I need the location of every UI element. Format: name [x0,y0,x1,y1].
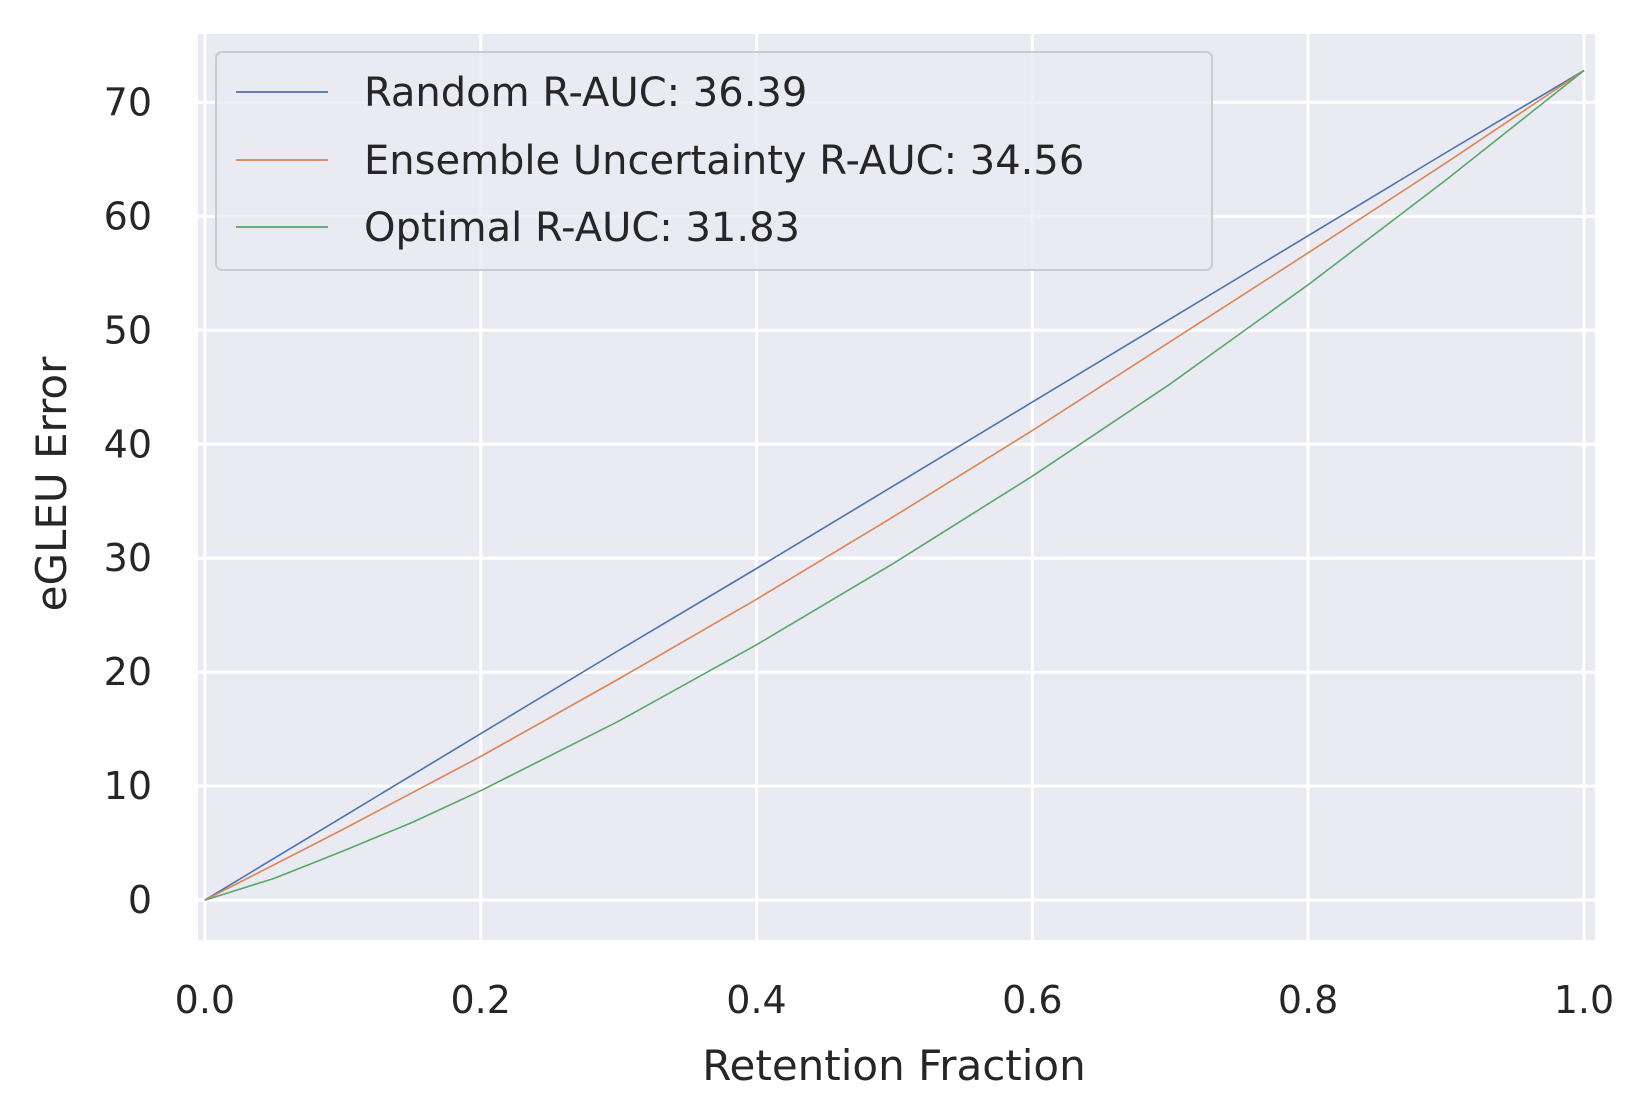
x-axis-title: Retention Fraction [702,1041,1086,1090]
y-tick-label: 30 [104,536,152,580]
x-tick-label: 1.0 [1554,978,1614,1022]
series-lines [204,69,1585,901]
y-tick-label: 50 [104,308,152,352]
x-tick-label: 0.0 [175,978,235,1022]
y-tick-labels: 0 10 20 30 40 50 60 70 [104,80,152,922]
y-axis-title: eGLEU Error [27,356,76,612]
y-tick-label: 60 [104,194,152,238]
y-tick-label: 40 [104,422,152,466]
y-tick-label: 20 [104,650,152,694]
legend-label-random: Random R-AUC: 36.39 [364,70,807,116]
series-line-optimal [204,69,1585,901]
legend-label-ensemble: Ensemble Uncertainty R-AUC: 34.56 [364,138,1084,184]
legend: Random R-AUC: 36.39 Ensemble Uncertainty… [215,51,1213,271]
x-tick-labels: 0.0 0.2 0.4 0.6 0.8 1.0 [175,978,1615,1022]
series-line-random [204,69,1585,901]
legend-box [215,51,1213,271]
y-tick-label: 70 [104,80,152,124]
y-tick-label: 0 [128,878,152,922]
x-tick-label: 0.6 [1002,978,1062,1022]
series-line-ensemble [204,69,1585,901]
x-tick-label: 0.2 [450,978,510,1022]
x-tick-label: 0.8 [1278,978,1338,1022]
y-tick-label: 10 [104,764,152,808]
legend-label-optimal: Optimal R-AUC: 31.83 [364,205,800,251]
x-tick-label: 0.4 [726,978,786,1022]
